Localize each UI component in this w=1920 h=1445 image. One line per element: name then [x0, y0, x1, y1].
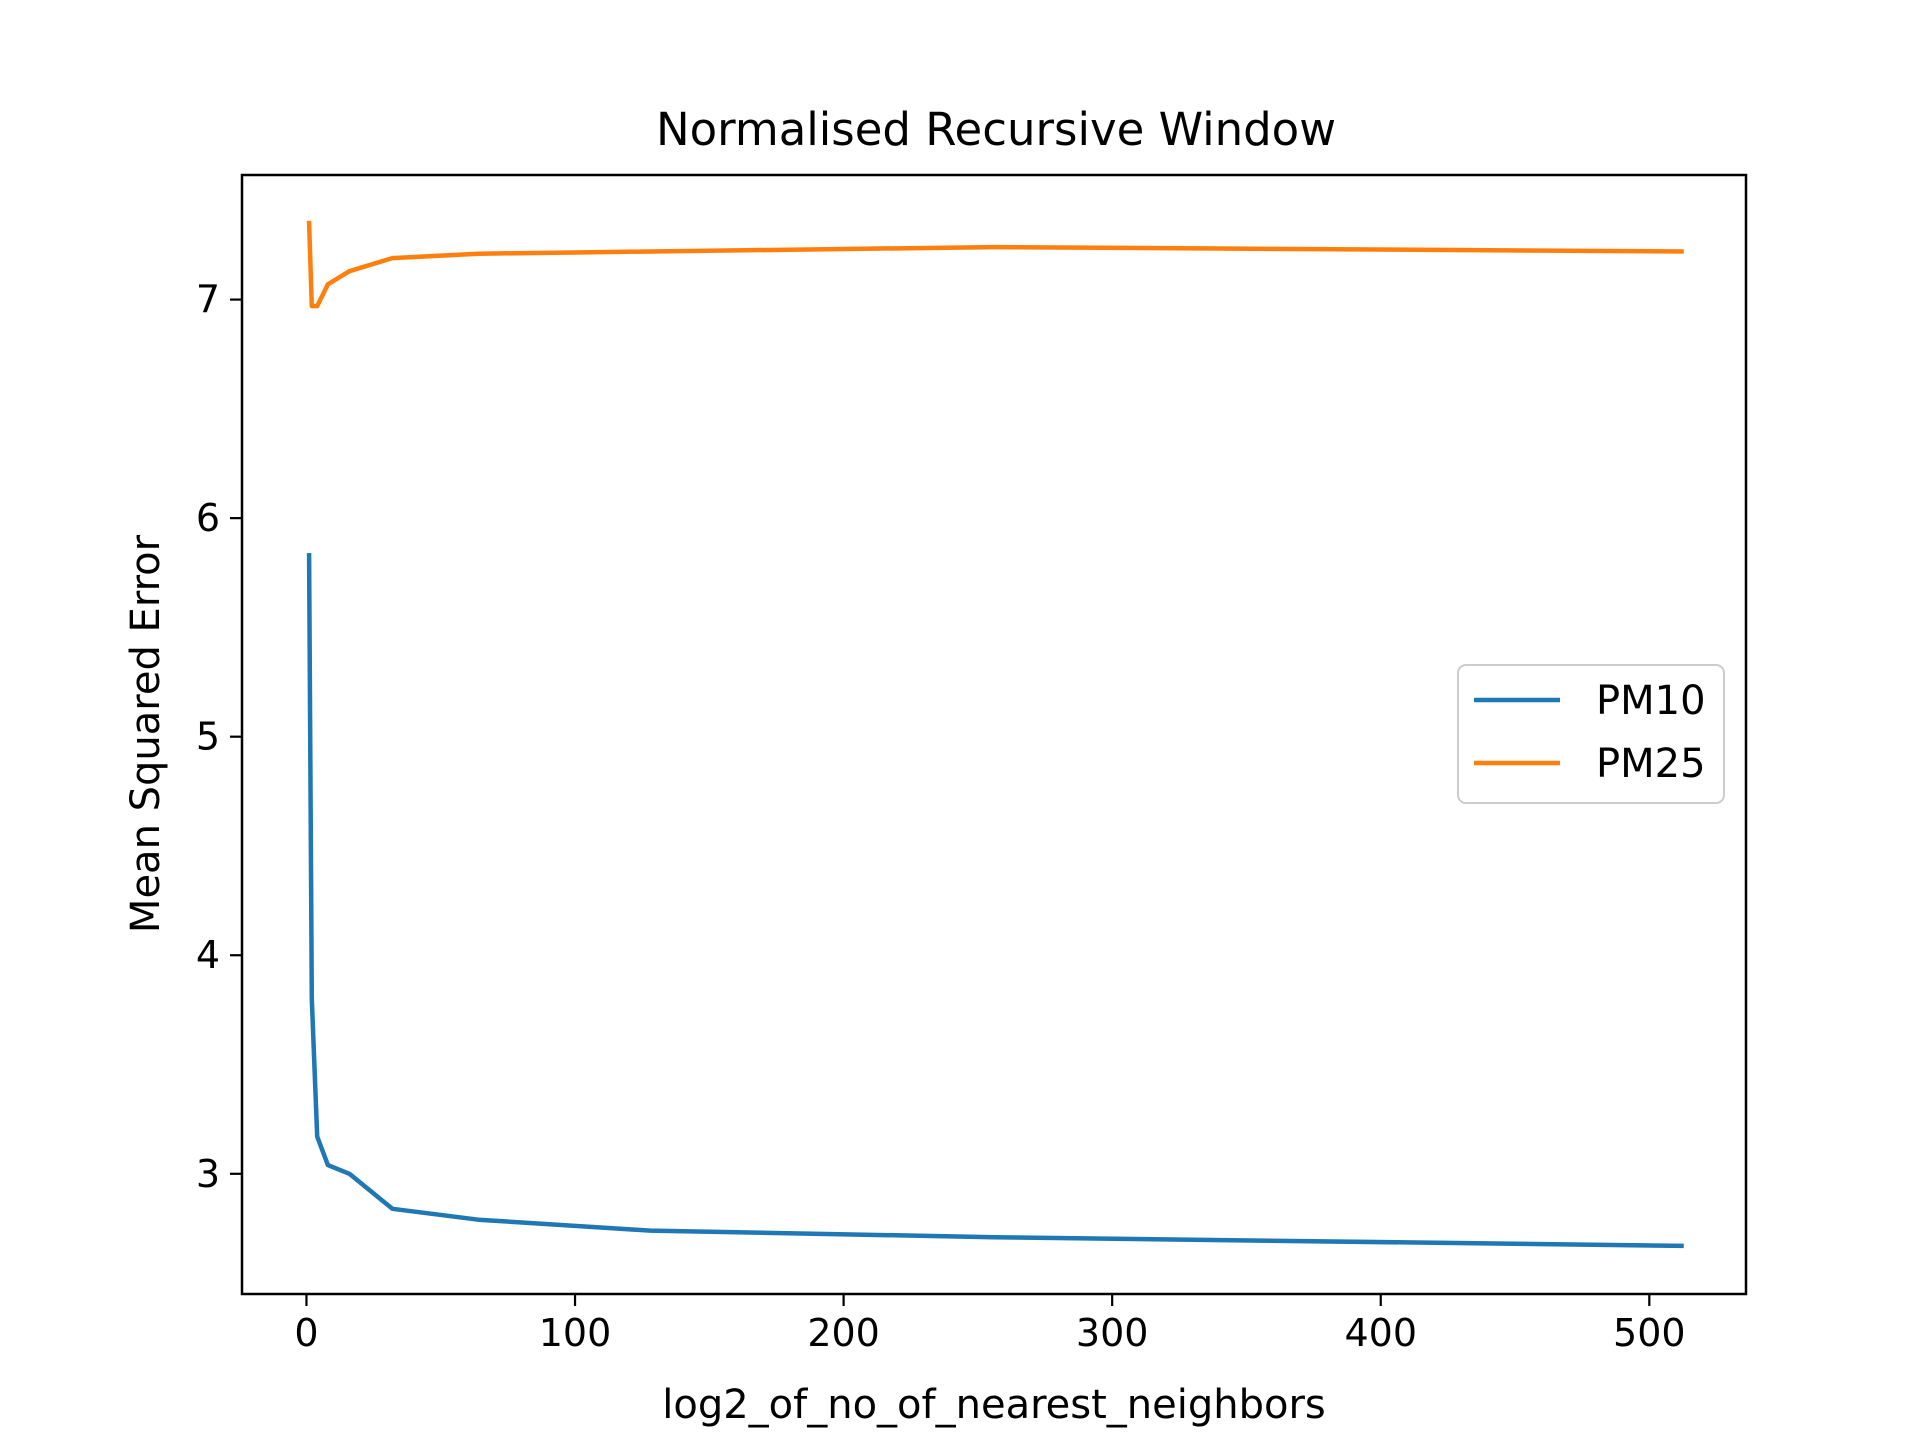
chart-title: Normalised Recursive Window: [656, 103, 1336, 156]
x-tick-label: 400: [1344, 1311, 1417, 1355]
y-tick-label: 5: [196, 715, 220, 759]
y-tick-label: 6: [196, 496, 220, 540]
x-tick-label: 500: [1613, 1311, 1686, 1355]
x-axis: 0 100 200 300 400 500: [294, 1294, 1686, 1355]
x-tick-label: 200: [807, 1311, 880, 1355]
x-tick-label: 300: [1076, 1311, 1149, 1355]
x-tick-label: 0: [294, 1311, 318, 1355]
y-axis: 3 4 5 6 7: [196, 278, 242, 1196]
legend-label-pm25: PM25: [1596, 741, 1706, 787]
legend-label-pm10: PM10: [1596, 678, 1706, 724]
x-tick-label: 100: [539, 1311, 612, 1355]
y-tick-label: 4: [196, 933, 220, 977]
series-line-pm10: [306, 553, 1684, 1249]
y-tick-label: 3: [196, 1152, 220, 1196]
series-layer: [306, 220, 1684, 1249]
plot-area-frame: [240, 173, 1748, 1296]
legend: PM10 PM25: [1457, 664, 1725, 804]
y-tick-label: 7: [196, 278, 220, 322]
series-line-pm25: [306, 220, 1684, 309]
x-axis-label: log2_of_no_of_nearest_neighbors: [662, 1382, 1326, 1428]
y-axis-label: Mean Squared Error: [123, 534, 169, 933]
